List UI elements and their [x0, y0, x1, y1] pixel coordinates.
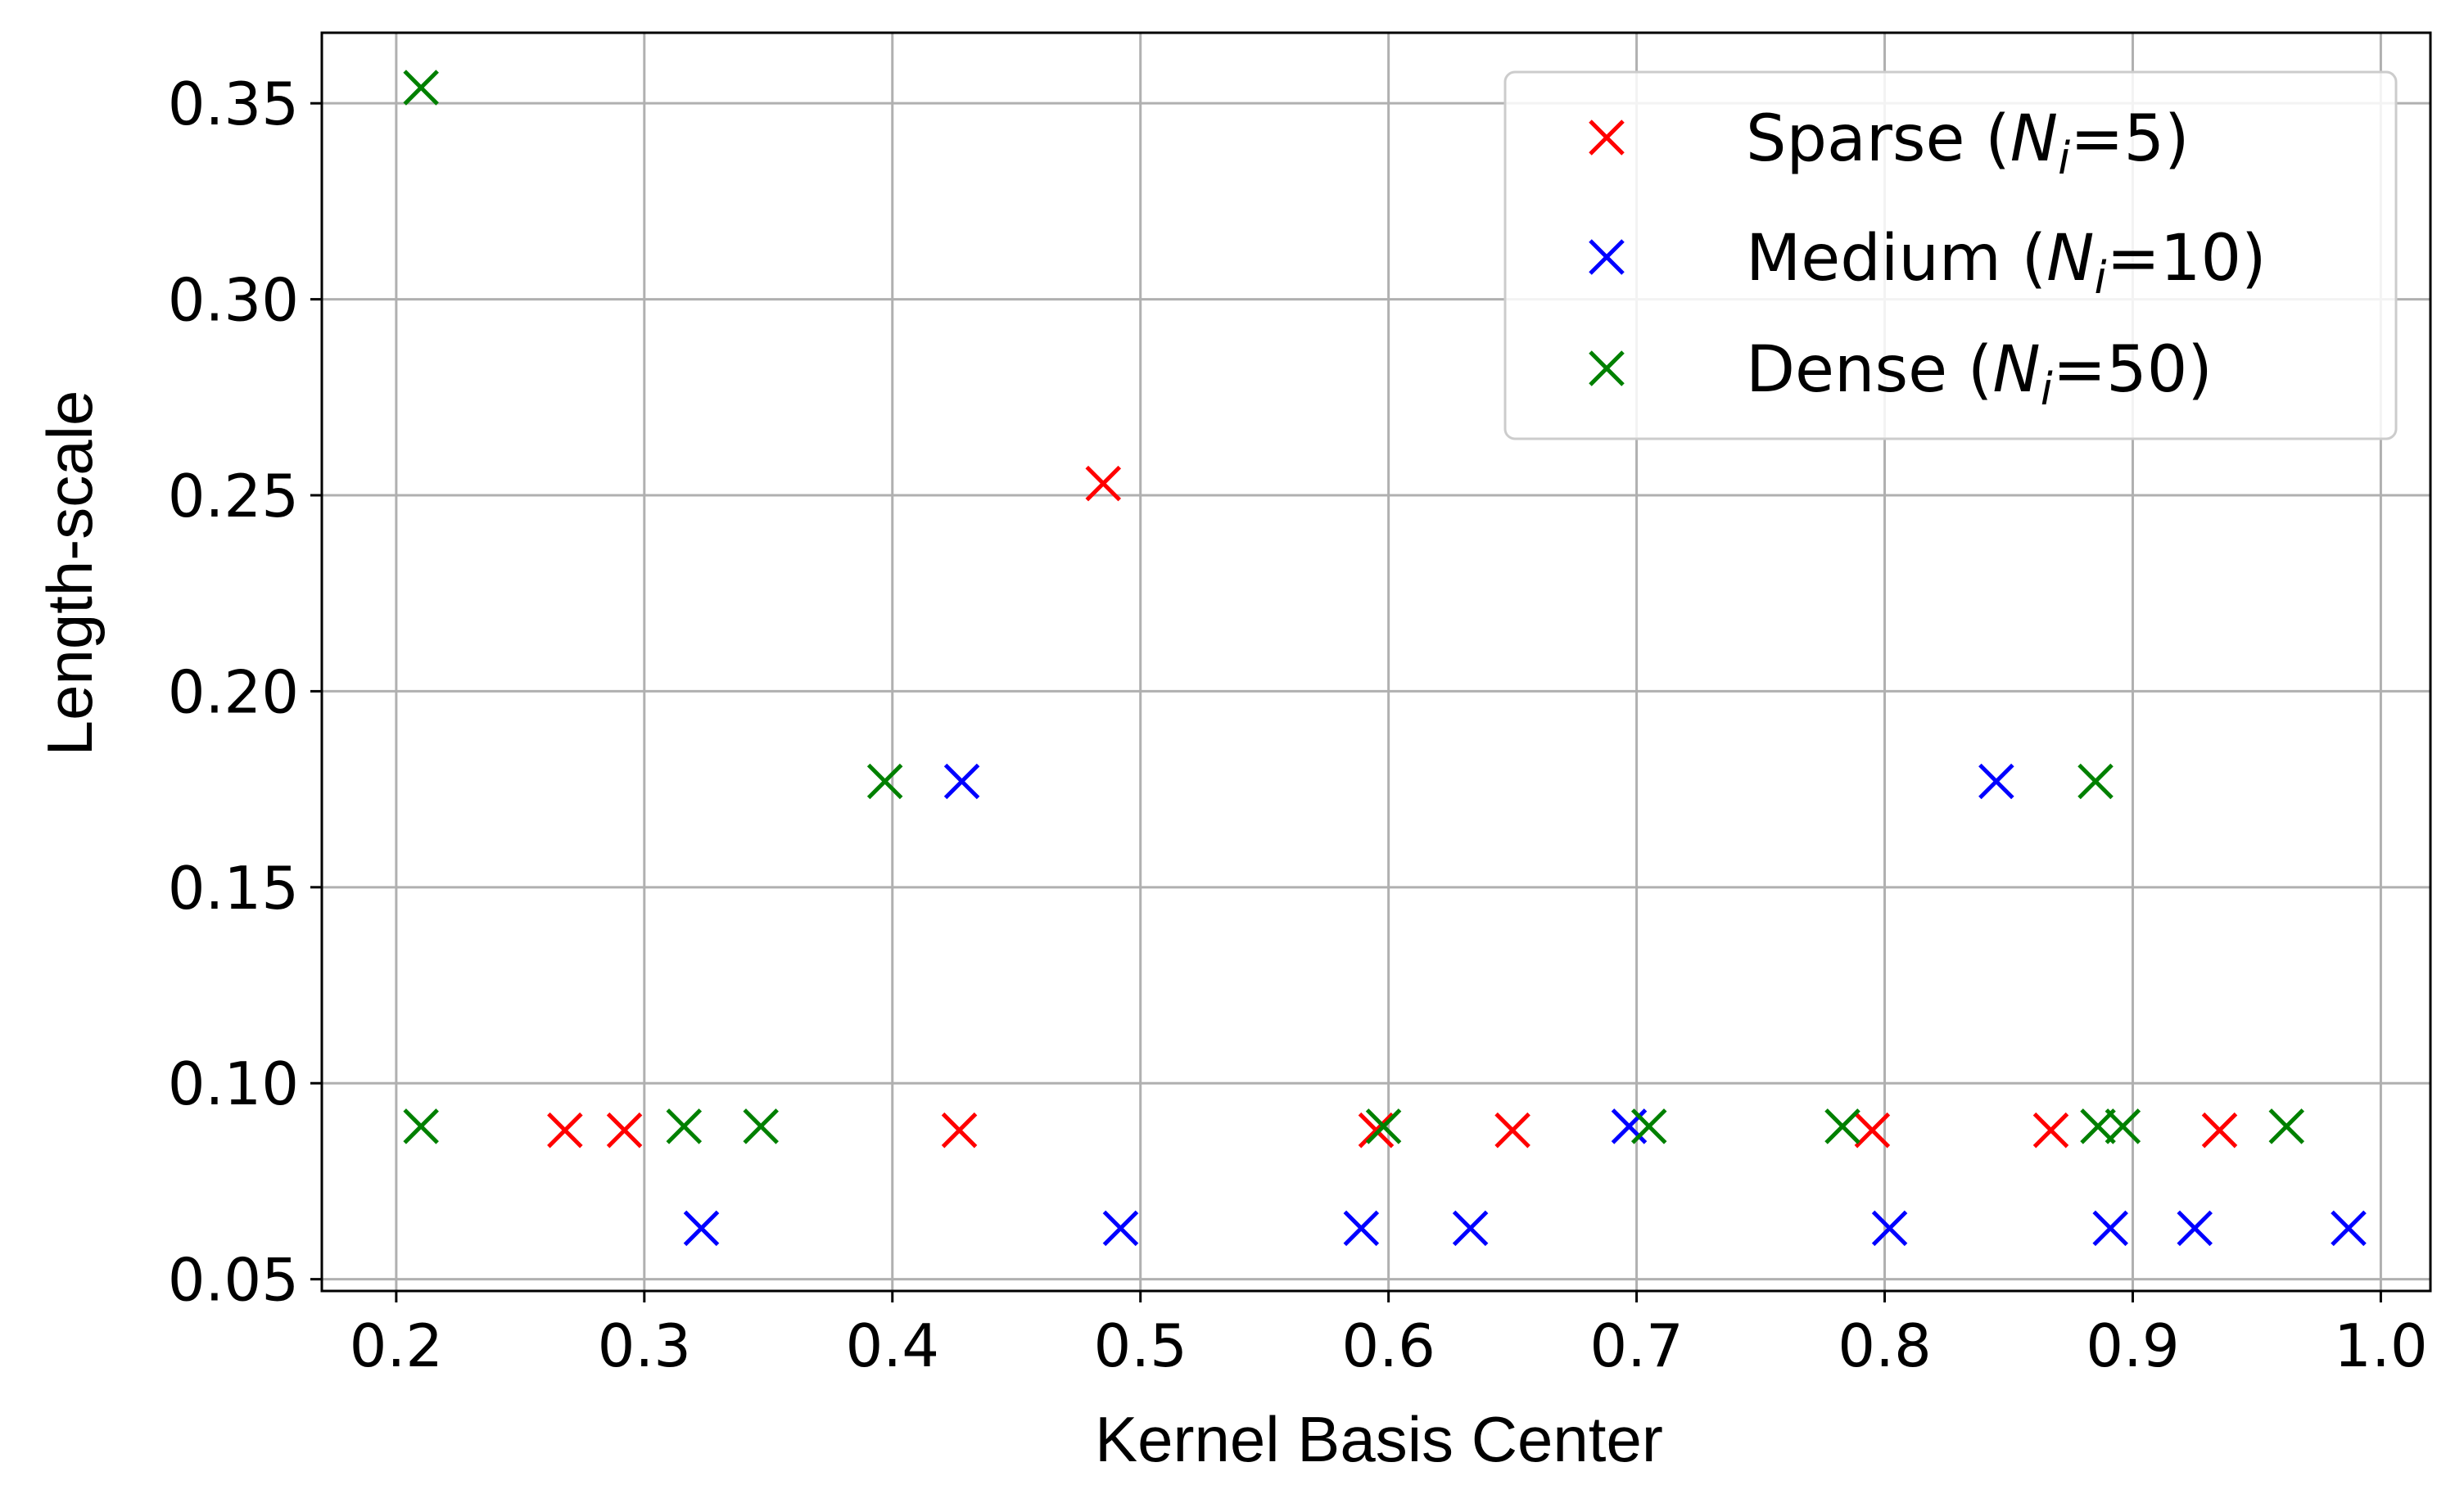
x-tick-label: 0.2: [350, 1311, 444, 1380]
data-point: [683, 1210, 720, 1247]
legend-label: Dense (Ni=50): [1746, 333, 2213, 415]
data-points: [403, 70, 2367, 1247]
x-tick-label: 0.8: [1838, 1311, 1932, 1380]
data-point: [1365, 1108, 1402, 1144]
axes: 0.2 0.3 0.4 0.5 0.6 0.7 0.8 0.9 1.0 0.05 0.10 0.15 0…: [168, 31, 2432, 1380]
legend-label: Sparse (Ni=5): [1746, 102, 2190, 184]
data-point: [2032, 1112, 2069, 1149]
x-tick-label: 0.6: [1341, 1311, 1435, 1380]
data-point: [941, 1112, 978, 1149]
data-point: [743, 1108, 779, 1144]
data-point: [2105, 1108, 2141, 1144]
x-tick-label: 0.7: [1589, 1311, 1684, 1380]
legend-box: [1503, 70, 2398, 440]
data-point: [943, 763, 980, 800]
plot-frame: [320, 31, 2432, 1293]
legend-marker: [1589, 120, 1625, 156]
y-tick-label: 0.15: [168, 854, 299, 923]
y-tick-label: 0.10: [168, 1049, 299, 1118]
data-point: [2177, 1210, 2213, 1247]
data-point: [866, 763, 903, 800]
y-tick-label: 0.20: [168, 657, 299, 726]
data-point: [666, 1108, 703, 1144]
x-tick-label: 1.0: [2334, 1311, 2428, 1380]
data-point: [606, 1112, 643, 1149]
x-axis-label: Kernel Basis Center: [1095, 1403, 1663, 1475]
data-point: [1494, 1112, 1530, 1149]
series-0: [547, 465, 2238, 1149]
legend-marker: [1589, 350, 1625, 386]
data-point: [1978, 763, 2014, 800]
legend-label: Medium (Ni=10): [1746, 222, 2267, 304]
data-point: [1085, 465, 1122, 502]
legend-marker: [1589, 239, 1625, 275]
data-point: [1630, 1108, 1667, 1144]
series-1: [683, 763, 2367, 1247]
data-point: [2080, 1108, 2116, 1144]
data-point: [2201, 1112, 2238, 1149]
data-point: [1102, 1210, 1139, 1247]
x-tick-label: 0.3: [598, 1311, 692, 1380]
data-point: [1854, 1112, 1891, 1149]
data-point: [2092, 1210, 2128, 1247]
series-2: [403, 70, 2305, 1144]
data-point: [1824, 1108, 1860, 1144]
data-point: [2331, 1210, 2367, 1247]
x-tick-label: 0.9: [2086, 1311, 2180, 1380]
data-point: [2077, 763, 2114, 800]
data-point: [2268, 1108, 2305, 1144]
data-point: [403, 70, 439, 106]
y-tick-label: 0.30: [168, 266, 299, 335]
data-point: [1871, 1210, 1908, 1247]
data-point: [547, 1112, 583, 1149]
y-tick-label: 0.35: [168, 70, 299, 138]
x-tick-label: 0.5: [1093, 1311, 1187, 1380]
data-point: [1452, 1210, 1489, 1247]
data-point: [403, 1108, 439, 1144]
data-point: [1343, 1210, 1380, 1247]
x-tick-label: 0.4: [846, 1311, 940, 1380]
data-point: [1358, 1112, 1395, 1149]
y-tick-label: 0.05: [168, 1246, 299, 1315]
y-tick-label: 0.25: [168, 462, 299, 530]
y-axis-label: Length-scale: [34, 390, 106, 756]
legend: Sparse (Ni=5) Medium (Ni=10) Dense (Ni=50): [1503, 70, 2398, 440]
